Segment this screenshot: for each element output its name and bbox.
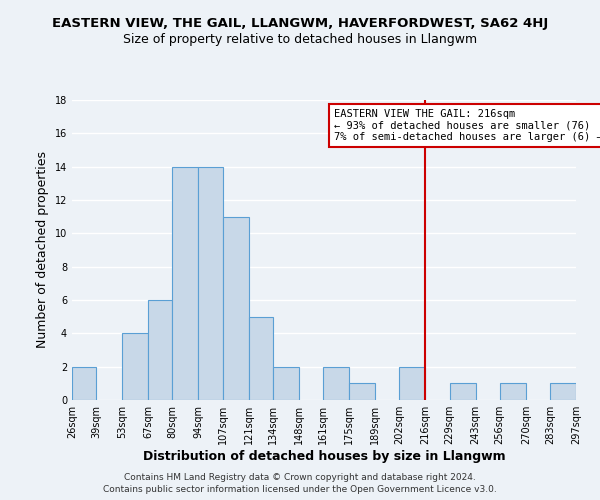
Text: EASTERN VIEW, THE GAIL, LLANGWM, HAVERFORDWEST, SA62 4HJ: EASTERN VIEW, THE GAIL, LLANGWM, HAVERFO… — [52, 18, 548, 30]
Bar — [72, 366, 96, 400]
Text: Size of property relative to detached houses in Llangwm: Size of property relative to detached ho… — [123, 32, 477, 46]
Bar — [500, 384, 526, 400]
Bar — [172, 166, 199, 400]
Text: Contains HM Land Registry data © Crown copyright and database right 2024.: Contains HM Land Registry data © Crown c… — [124, 474, 476, 482]
Bar — [223, 216, 248, 400]
Bar — [550, 384, 576, 400]
Bar — [122, 334, 148, 400]
Bar — [449, 384, 476, 400]
X-axis label: Distribution of detached houses by size in Llangwm: Distribution of detached houses by size … — [143, 450, 505, 463]
Bar — [349, 384, 375, 400]
Text: Contains public sector information licensed under the Open Government Licence v3: Contains public sector information licen… — [103, 485, 497, 494]
Bar — [248, 316, 273, 400]
Text: EASTERN VIEW THE GAIL: 216sqm
← 93% of detached houses are smaller (76)
7% of se: EASTERN VIEW THE GAIL: 216sqm ← 93% of d… — [334, 109, 600, 142]
Bar — [199, 166, 223, 400]
Bar — [273, 366, 299, 400]
Y-axis label: Number of detached properties: Number of detached properties — [36, 152, 49, 348]
Bar — [400, 366, 425, 400]
Bar — [323, 366, 349, 400]
Bar — [148, 300, 172, 400]
